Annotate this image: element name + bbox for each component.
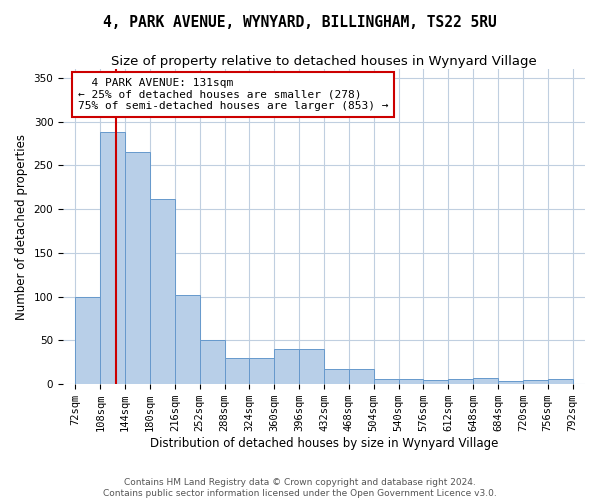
Bar xyxy=(175,295,200,384)
Bar xyxy=(125,152,150,384)
Bar xyxy=(200,340,224,384)
Bar xyxy=(224,358,250,384)
Bar xyxy=(274,349,299,384)
Bar xyxy=(398,379,424,384)
Y-axis label: Number of detached properties: Number of detached properties xyxy=(15,134,28,320)
Bar xyxy=(473,378,498,384)
Bar xyxy=(250,358,274,384)
Bar xyxy=(424,380,448,384)
Text: Contains HM Land Registry data © Crown copyright and database right 2024.
Contai: Contains HM Land Registry data © Crown c… xyxy=(103,478,497,498)
Bar xyxy=(324,370,349,384)
Bar xyxy=(76,296,100,384)
Bar xyxy=(498,380,523,384)
Bar xyxy=(548,379,572,384)
Bar xyxy=(448,379,473,384)
X-axis label: Distribution of detached houses by size in Wynyard Village: Distribution of detached houses by size … xyxy=(150,437,498,450)
Bar xyxy=(374,379,398,384)
Text: 4, PARK AVENUE, WYNYARD, BILLINGHAM, TS22 5RU: 4, PARK AVENUE, WYNYARD, BILLINGHAM, TS2… xyxy=(103,15,497,30)
Bar xyxy=(349,370,374,384)
Bar xyxy=(100,132,125,384)
Bar xyxy=(150,198,175,384)
Bar xyxy=(523,380,548,384)
Bar xyxy=(299,349,324,384)
Title: Size of property relative to detached houses in Wynyard Village: Size of property relative to detached ho… xyxy=(111,55,537,68)
Text: 4 PARK AVENUE: 131sqm
← 25% of detached houses are smaller (278)
75% of semi-det: 4 PARK AVENUE: 131sqm ← 25% of detached … xyxy=(77,78,388,111)
